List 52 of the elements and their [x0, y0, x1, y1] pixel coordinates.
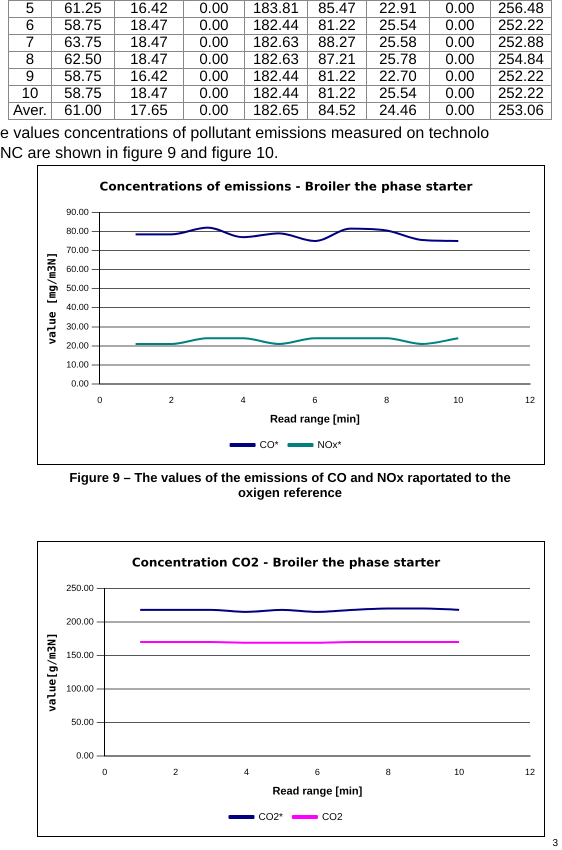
- text: 9 58.75 16.42 0.00 182.44 81.22 22.70 0.00 252.22: [26, 68, 544, 85]
- text: 3: [552, 838, 558, 849]
- y-tick-label: 0.00: [76, 750, 94, 760]
- line-series: [134, 226, 460, 242]
- x-axis-title: Read range [min]: [270, 413, 360, 426]
- x-tick-label: 10: [453, 394, 464, 405]
- x-axis-title: Read range [min]: [272, 785, 363, 798]
- legend-label: NOx*: [318, 440, 342, 451]
- y-tick-label: 100.00: [66, 683, 94, 694]
- x-tick-label: 6: [312, 394, 318, 405]
- text: Aver. 61.00 17.65 0.00 182.65 84.52 24.46 0.00 253.06: [13, 102, 544, 119]
- y-axis-title: value [mg/m3N]: [45, 252, 58, 345]
- y-tick-label: 150.00: [66, 650, 94, 660]
- x-tick-label: 8: [386, 766, 391, 777]
- y-tick-label: 90.00: [66, 206, 89, 217]
- x-tick-label: 2: [168, 394, 174, 405]
- y-tick-label: 30.00: [66, 321, 89, 332]
- text: e values concentrations of pollutant emissions measured on technolo: [0, 125, 490, 143]
- x-tick-label: 6: [314, 766, 320, 777]
- legend-label: CO*: [260, 440, 279, 451]
- text: 7 63.75 18.47 0.00 182.63 88.27 25.58 0.00 252.88: [26, 34, 544, 51]
- text: 10 58.75 18.47 0.00 182.44 81.22 25.54 0.00 252.22: [22, 85, 544, 102]
- y-tick-label: 40.00: [66, 302, 89, 312]
- chart-title: Concentrations of emissions - Broiler the phase starter: [100, 179, 473, 194]
- x-tick-label: 12: [524, 766, 536, 777]
- text: 8 62.50 18.47 0.00 182.63 87.21 25.78 0.00 254.84: [26, 51, 544, 68]
- y-tick-label: 60.00: [66, 264, 89, 274]
- text: 6 58.75 18.47 0.00 182.44 81.22 25.54 0.00 252.22: [26, 17, 544, 34]
- x-tick-label: 12: [524, 394, 536, 405]
- x-tick-label: 8: [384, 394, 390, 405]
- legend-label: CO2*: [258, 812, 284, 823]
- x-tick-label: 0: [97, 394, 102, 405]
- legend-label: CO2: [322, 812, 343, 823]
- y-tick-label: 250.00: [66, 582, 94, 593]
- x-tick-label: 0: [102, 766, 108, 777]
- x-tick-label: 2: [173, 766, 178, 777]
- y-tick-label: 80.00: [66, 226, 89, 236]
- x-tick-label: 10: [454, 766, 464, 777]
- y-tick-label: 10.00: [66, 359, 89, 370]
- chart-title: Concentration CO2 - Broiler the phase starter: [132, 555, 440, 570]
- y-tick-label: 20.00: [66, 340, 89, 350]
- y-axis-title: value[g/m3N]: [45, 632, 58, 712]
- x-tick-label: 4: [240, 394, 246, 405]
- y-tick-label: 0.00: [71, 378, 89, 388]
- y-tick-label: 50.00: [66, 283, 89, 294]
- caption: Figure 9 – The values of the emissions of CO and NOx raportated to the oxigen reference: [68, 470, 512, 500]
- y-tick-label: 50.00: [71, 716, 94, 727]
- x-tick-label: 4: [244, 766, 249, 777]
- y-tick-label: 200.00: [66, 616, 94, 626]
- text: 5 61.25 16.42 0.00 183.81 85.47 22.91 0.00 256.48: [26, 0, 544, 17]
- y-tick-label: 70.00: [66, 245, 89, 256]
- text: NC are shown in figure 9 and figure 10.: [0, 145, 278, 163]
